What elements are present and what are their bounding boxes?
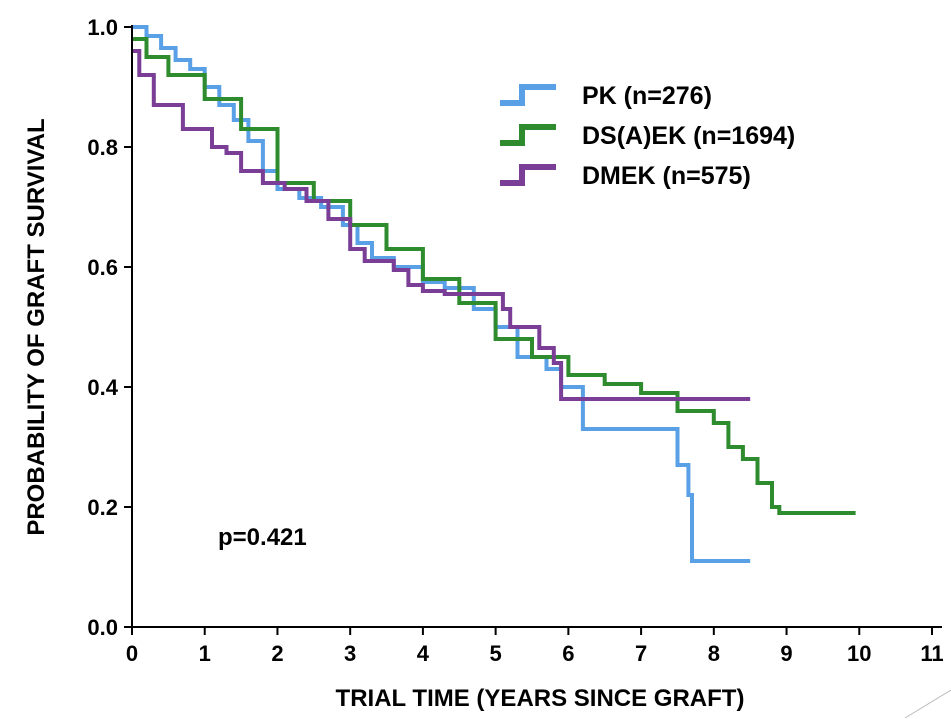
y-tick-label: 0.4 [87,375,118,400]
x-tick-label: 5 [490,641,502,666]
p-value-annotation: p=0.421 [218,524,307,551]
legend-swatch-1 [500,84,556,106]
x-tick-label: 2 [271,641,283,666]
x-tick-label: 7 [635,641,647,666]
corner-decoration [904,689,951,719]
x-tick-label: 10 [847,641,871,666]
y-ticks: 0.0 0.2 0.4 0.6 0.8 1.0 [87,15,132,640]
x-tick-label: 6 [562,641,574,666]
y-tick-label: 0.0 [87,615,118,640]
x-tick-label: 11 [920,641,943,666]
y-tick-label: 1.0 [87,15,118,40]
y-tick-label: 0.8 [87,135,118,160]
legend-label-2: DS(A)EK (n=1694) [582,122,795,150]
y-axis-title: PROBABILITY OF GRAFT SURVIVAL [23,118,50,535]
y-tick-label: 0.2 [87,495,118,520]
x-axis-title: TRIAL TIME (YEARS SINCE GRAFT) [336,685,745,712]
survival-curve-3 [132,49,751,401]
x-tick-label: 8 [708,641,720,666]
plot-area [132,25,856,563]
legend-label-1: PK (n=276) [582,82,712,110]
x-tick-label: 0 [126,641,138,666]
legend-label-3: DMEK (n=575) [582,162,751,190]
survival-curve-2 [132,37,856,515]
x-ticks: 0 1 2 3 4 5 6 7 8 9 10 11 [126,627,944,666]
x-tick-label: 9 [780,641,792,666]
x-tick-label: 3 [344,641,356,666]
legend-swatch-2 [500,124,556,146]
legend: PK (n=276) DS(A)EK (n=1694) DMEK (n=575) [500,82,795,190]
x-tick-label: 4 [417,641,430,666]
legend-swatch-3 [500,164,556,186]
x-tick-label: 1 [199,641,211,666]
y-tick-label: 0.6 [87,255,118,280]
